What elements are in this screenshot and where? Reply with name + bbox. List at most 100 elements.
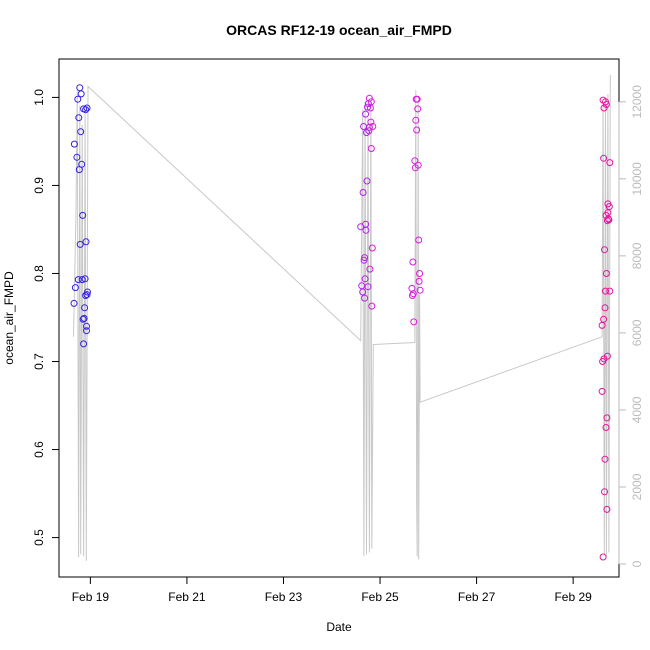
data-point: [409, 290, 417, 298]
data-point: [84, 288, 91, 296]
data-point: [602, 287, 609, 295]
chart-title: ORCAS RF12-19 ocean_air_FMPD: [226, 22, 452, 38]
data-point: [70, 140, 78, 148]
y-axis-right: 0 2000 4000 6000 8000 10000 12000: [618, 85, 644, 567]
data-point: [83, 291, 91, 299]
data-point: [413, 95, 421, 103]
plot-frame: [58, 58, 620, 578]
data-point: [416, 270, 424, 277]
data-point: [83, 104, 91, 112]
y2-tick-label: 12000: [630, 85, 644, 119]
data-point: [82, 238, 90, 246]
data-points-layer: [70, 84, 614, 561]
y-tick-label: 0.9: [32, 177, 46, 194]
y-tick-label: 0.7: [32, 353, 46, 370]
data-point: [605, 203, 613, 211]
y-axis-left: 0.5 0.6 0.7 0.8 0.9 1.0: [32, 89, 60, 546]
data-point: [80, 314, 88, 322]
data-point: [74, 276, 82, 284]
data-point: [363, 177, 371, 185]
data-point: [367, 118, 375, 126]
data-point: [600, 315, 608, 323]
x-tick-label: Feb 21: [168, 590, 206, 604]
data-point: [82, 292, 90, 299]
data-point: [606, 159, 614, 167]
data-point: [602, 101, 610, 108]
data-point: [80, 340, 88, 348]
data-point: [412, 116, 420, 124]
data-point: [76, 240, 84, 248]
altitude-line: [73, 74, 612, 561]
data-point: [415, 236, 423, 244]
data-point: [83, 327, 90, 335]
data-point: [362, 110, 370, 118]
data-point: [81, 275, 89, 283]
data-point: [360, 123, 368, 130]
data-point: [601, 455, 609, 463]
data-point: [367, 98, 375, 106]
data-point: [409, 258, 417, 266]
data-point: [367, 145, 375, 152]
data-point: [76, 84, 84, 92]
data-point: [603, 352, 611, 360]
data-point: [70, 299, 78, 307]
data-point: [361, 275, 369, 283]
data-point: [599, 553, 607, 561]
data-point: [601, 488, 608, 496]
data-point: [366, 265, 374, 273]
data-point: [71, 284, 79, 292]
data-point: [413, 126, 421, 134]
data-point: [75, 114, 83, 122]
data-point: [73, 153, 81, 161]
y-tick-label: 0.5: [32, 529, 46, 546]
data-point: [81, 304, 89, 312]
y2-tick-label: 6000: [630, 319, 644, 346]
data-point: [77, 90, 85, 98]
x-axis-label: Date: [326, 620, 352, 634]
data-point: [364, 283, 372, 291]
x-tick-label: Feb 25: [361, 590, 399, 604]
y-axis-label: ocean_air_FMPD: [2, 271, 16, 365]
data-point: [411, 157, 419, 165]
data-point: [79, 315, 87, 323]
y2-tick-label: 2000: [630, 473, 644, 500]
data-point: [602, 424, 610, 431]
data-point: [358, 282, 366, 290]
data-point: [361, 294, 369, 302]
data-point: [603, 414, 611, 422]
x-axis: Feb 19 Feb 21 Feb 23 Feb 25 Feb 27 Feb 29: [72, 576, 592, 604]
data-point: [601, 246, 608, 254]
data-point: [600, 154, 608, 162]
data-point: [362, 226, 370, 234]
data-point: [605, 216, 613, 224]
y2-tick-label: 4000: [630, 396, 644, 423]
data-point: [82, 106, 90, 114]
data-point: [368, 302, 376, 310]
y-tick-label: 1.0: [32, 89, 46, 106]
data-point: [360, 256, 368, 264]
altitude-line-layer: [73, 74, 612, 561]
data-point: [602, 270, 610, 277]
y2-tick-label: 0: [630, 560, 644, 567]
data-point: [365, 127, 373, 135]
y-tick-label: 0.8: [32, 265, 46, 282]
data-point: [74, 95, 82, 103]
data-point: [600, 104, 608, 112]
data-point: [79, 211, 87, 219]
data-point: [601, 304, 609, 312]
x-tick-label: Feb 23: [265, 590, 303, 604]
y2-tick-label: 10000: [630, 162, 644, 196]
x-tick-label: Feb 19: [72, 590, 110, 604]
x-tick-label: Feb 29: [554, 590, 592, 604]
data-point: [414, 105, 422, 113]
data-point: [416, 286, 424, 294]
data-point: [364, 103, 371, 111]
data-point: [359, 288, 367, 296]
data-point: [415, 277, 423, 285]
data-point: [369, 123, 377, 130]
data-point: [361, 254, 369, 262]
data-point: [359, 189, 367, 196]
data-point: [606, 287, 614, 295]
data-point: [78, 276, 86, 284]
data-point: [414, 161, 422, 169]
